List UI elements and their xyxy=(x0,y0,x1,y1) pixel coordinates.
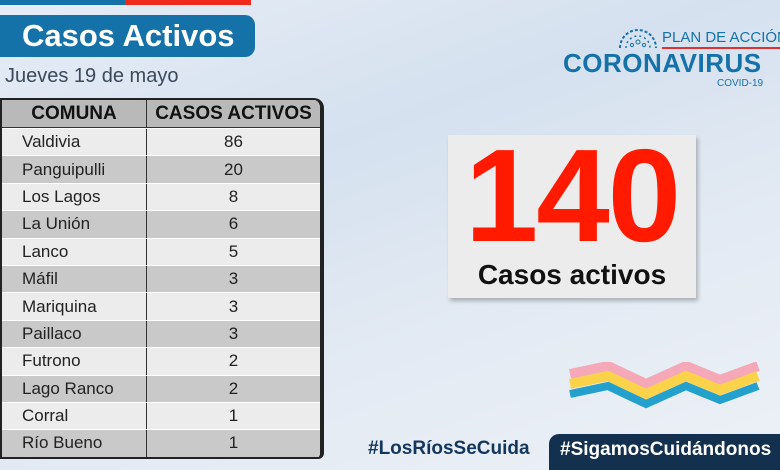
comuna-cell: Mariquina xyxy=(2,293,147,320)
comuna-cell: Río Bueno xyxy=(2,430,147,457)
table-header: COMUNA CASOS ACTIVOS xyxy=(2,100,320,128)
virus-icon xyxy=(619,29,657,49)
table-row: Panguipulli 20 xyxy=(2,155,320,183)
header-comuna: COMUNA xyxy=(2,100,147,127)
comuna-cell: Futrono xyxy=(2,348,147,375)
table-row: Los Lagos 8 xyxy=(2,182,320,211)
logo-sub-text: COVID-19 xyxy=(717,78,764,89)
comuna-cell: Panguipulli xyxy=(2,156,147,183)
hashtag-los-rios: #LosRíosSeCuida xyxy=(368,438,530,459)
casos-cell: 3 xyxy=(228,296,239,316)
casos-cell: 2 xyxy=(228,378,239,398)
date-label: Jueves 19 de mayo xyxy=(5,65,179,87)
comuna-cell: Valdivia xyxy=(2,129,147,156)
table-row: Valdivia 86 xyxy=(2,128,320,156)
flag-bar-blue xyxy=(0,0,125,5)
hashtag-sigamos: #SigamosCuidándonos xyxy=(549,434,780,470)
casos-cell: 1 xyxy=(228,406,239,426)
table-row: Lanco 5 xyxy=(2,237,320,265)
casos-cell: 5 xyxy=(228,241,239,261)
comuna-cell: Paillaco xyxy=(2,320,147,348)
total-cases-value: 140 xyxy=(464,122,681,269)
table-row: Mariquina 3 xyxy=(2,292,320,320)
comuna-cell: Lanco xyxy=(2,238,147,265)
zigzag-stripes-icon xyxy=(568,362,760,409)
casos-cell: 3 xyxy=(228,269,239,289)
header-casos: CASOS ACTIVOS xyxy=(155,102,312,124)
table-row: Paillaco 3 xyxy=(2,319,320,348)
logo-plan-text: PLAN DE ACCIÓN xyxy=(662,30,780,49)
total-cases-card: 140 Casos activos xyxy=(448,122,696,298)
casos-cell: 20 xyxy=(224,159,243,179)
casos-cell: 6 xyxy=(228,214,239,234)
table-row: Máfil 3 xyxy=(2,264,320,293)
table-row: Corral 1 xyxy=(2,401,320,430)
flag-bar-red xyxy=(125,0,251,5)
casos-cell: 86 xyxy=(224,132,243,152)
casos-cell: 1 xyxy=(228,433,239,453)
comuna-cell: Lago Ranco xyxy=(2,375,147,402)
comuna-cell: Corral xyxy=(2,402,147,430)
cases-table: COMUNA CASOS ACTIVOS Valdivia 86 Panguipul… xyxy=(0,98,324,459)
casos-cell: 2 xyxy=(228,351,239,371)
total-cases-label: Casos activos xyxy=(477,259,667,290)
table-row: Futrono 2 xyxy=(2,347,320,375)
comuna-cell: Máfil xyxy=(2,265,147,293)
casos-cell: 8 xyxy=(228,186,239,206)
page-title: Casos Activos xyxy=(0,15,255,57)
comuna-cell: La Unión xyxy=(2,211,147,238)
table-row: Lago Ranco 2 xyxy=(2,374,320,402)
logo-main-text: CORONAVIRUS xyxy=(563,48,762,78)
table-row: Río Bueno 1 xyxy=(2,429,320,457)
table-row: La Unión 6 xyxy=(2,210,320,238)
comuna-cell: Los Lagos xyxy=(2,183,147,211)
casos-cell: 3 xyxy=(228,323,239,343)
